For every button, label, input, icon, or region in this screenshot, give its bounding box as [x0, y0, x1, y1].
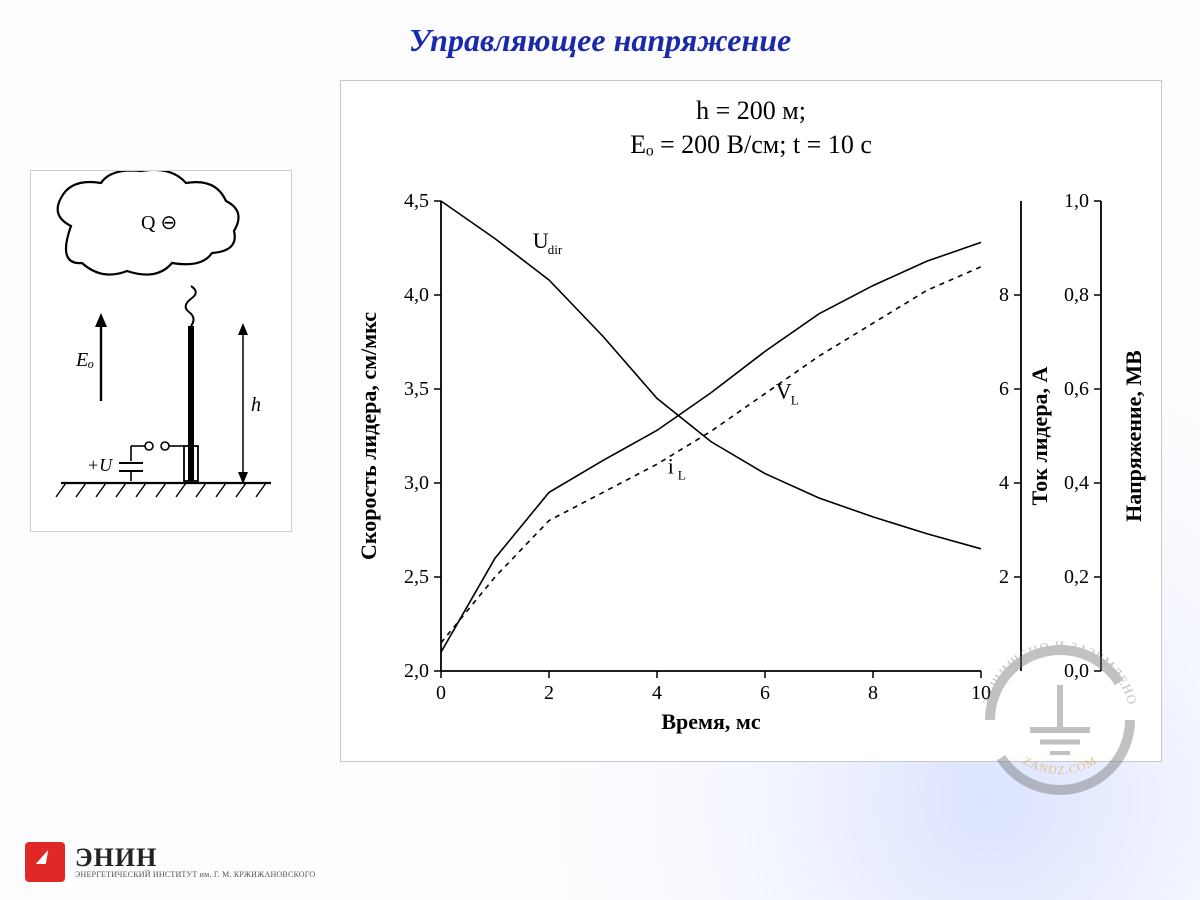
x-axis-label: Время, мс	[661, 709, 761, 734]
yr2-tick-label: 1,0	[1064, 190, 1089, 212]
logo-sub: ЭНЕРГЕТИЧЕСКИЙ ИНСТИТУТ им. Г. М. КРЖИЖА…	[75, 871, 315, 879]
logo-text: ЭНИН ЭНЕРГЕТИЧЕСКИЙ ИНСТИТУТ им. Г. М. К…	[75, 845, 315, 879]
y-left-label: Скорость лидера, см/мкс	[356, 312, 381, 560]
field-label: Eₒ	[75, 349, 94, 371]
ground-hatch	[56, 483, 266, 497]
label-il: i	[668, 454, 674, 479]
chart-panel: h = 200 м; Eₒ = 200 В/см; t = 10 с 0 2 4 6 8…	[340, 80, 1162, 762]
x-tick-label: 0	[436, 682, 446, 704]
logo: ЭНИН ЭНЕРГЕТИЧЕСКИЙ ИНСТИТУТ им. Г. М. К…	[25, 842, 315, 882]
switch-node-a	[145, 442, 153, 450]
y-right2-label: Напряжение, МВ	[1121, 350, 1146, 522]
curve-vl	[441, 242, 981, 652]
label-udir-sub: dir	[548, 242, 563, 257]
yl-tick-label: 3,0	[404, 472, 429, 494]
label-vl-sub: L	[791, 392, 799, 407]
schematic-panel: Q ⊖ Eₒ h +U	[30, 170, 292, 532]
yr2-tick-label: 0,8	[1064, 284, 1089, 306]
yr2-tick-label: 0,0	[1064, 660, 1089, 682]
switch-node-b	[161, 442, 169, 450]
yl-tick-label: 2,0	[404, 660, 429, 682]
curve-il	[441, 267, 981, 643]
chart-svg: h = 200 м; Eₒ = 200 В/см; t = 10 с 0 2 4 6 8…	[341, 81, 1161, 761]
x-tick-label: 4	[652, 682, 662, 704]
schematic-svg: Q ⊖ Eₒ h +U	[31, 171, 291, 531]
x-tick-label: 8	[868, 682, 878, 704]
param-line-2: Eₒ = 200 В/см; t = 10 с	[630, 130, 872, 159]
logo-name: ЭНИН	[75, 845, 315, 871]
yr2-tick-label: 0,2	[1064, 566, 1089, 588]
logo-mark-icon	[25, 842, 65, 882]
yr2-tick-label: 0,4	[1064, 472, 1089, 494]
y-right1-label: Ток лидера, А	[1027, 366, 1052, 505]
x-tick-label: 2	[544, 682, 554, 704]
yr1-tick-label: 4	[999, 472, 1009, 494]
height-arrow-top	[238, 323, 248, 335]
source-label: +U	[87, 455, 113, 475]
rod-spark	[186, 286, 196, 326]
yr2-tick-label: 0,6	[1064, 378, 1089, 400]
yl-tick-label: 3,5	[404, 378, 429, 400]
param-line-1: h = 200 м;	[696, 96, 806, 125]
slide-title: Управляющее напряжение	[0, 22, 1200, 59]
field-arrow-head	[95, 313, 107, 327]
yr1-tick-label: 6	[999, 378, 1009, 400]
yl-tick-label: 4,5	[404, 190, 429, 212]
height-label: h	[251, 394, 261, 416]
label-udir: U	[533, 228, 549, 253]
label-vl: V	[776, 378, 792, 403]
curve-udir	[441, 201, 981, 549]
yl-tick-label: 2,5	[404, 566, 429, 588]
yl-tick-label: 4,0	[404, 284, 429, 306]
yr1-tick-label: 8	[999, 284, 1009, 306]
x-tick-label: 6	[760, 682, 770, 704]
x-tick-label: 10	[971, 682, 991, 704]
label-il-sub: L	[678, 468, 686, 483]
cloud-label: Q ⊖	[141, 212, 177, 234]
yr1-tick-label: 2	[999, 566, 1009, 588]
